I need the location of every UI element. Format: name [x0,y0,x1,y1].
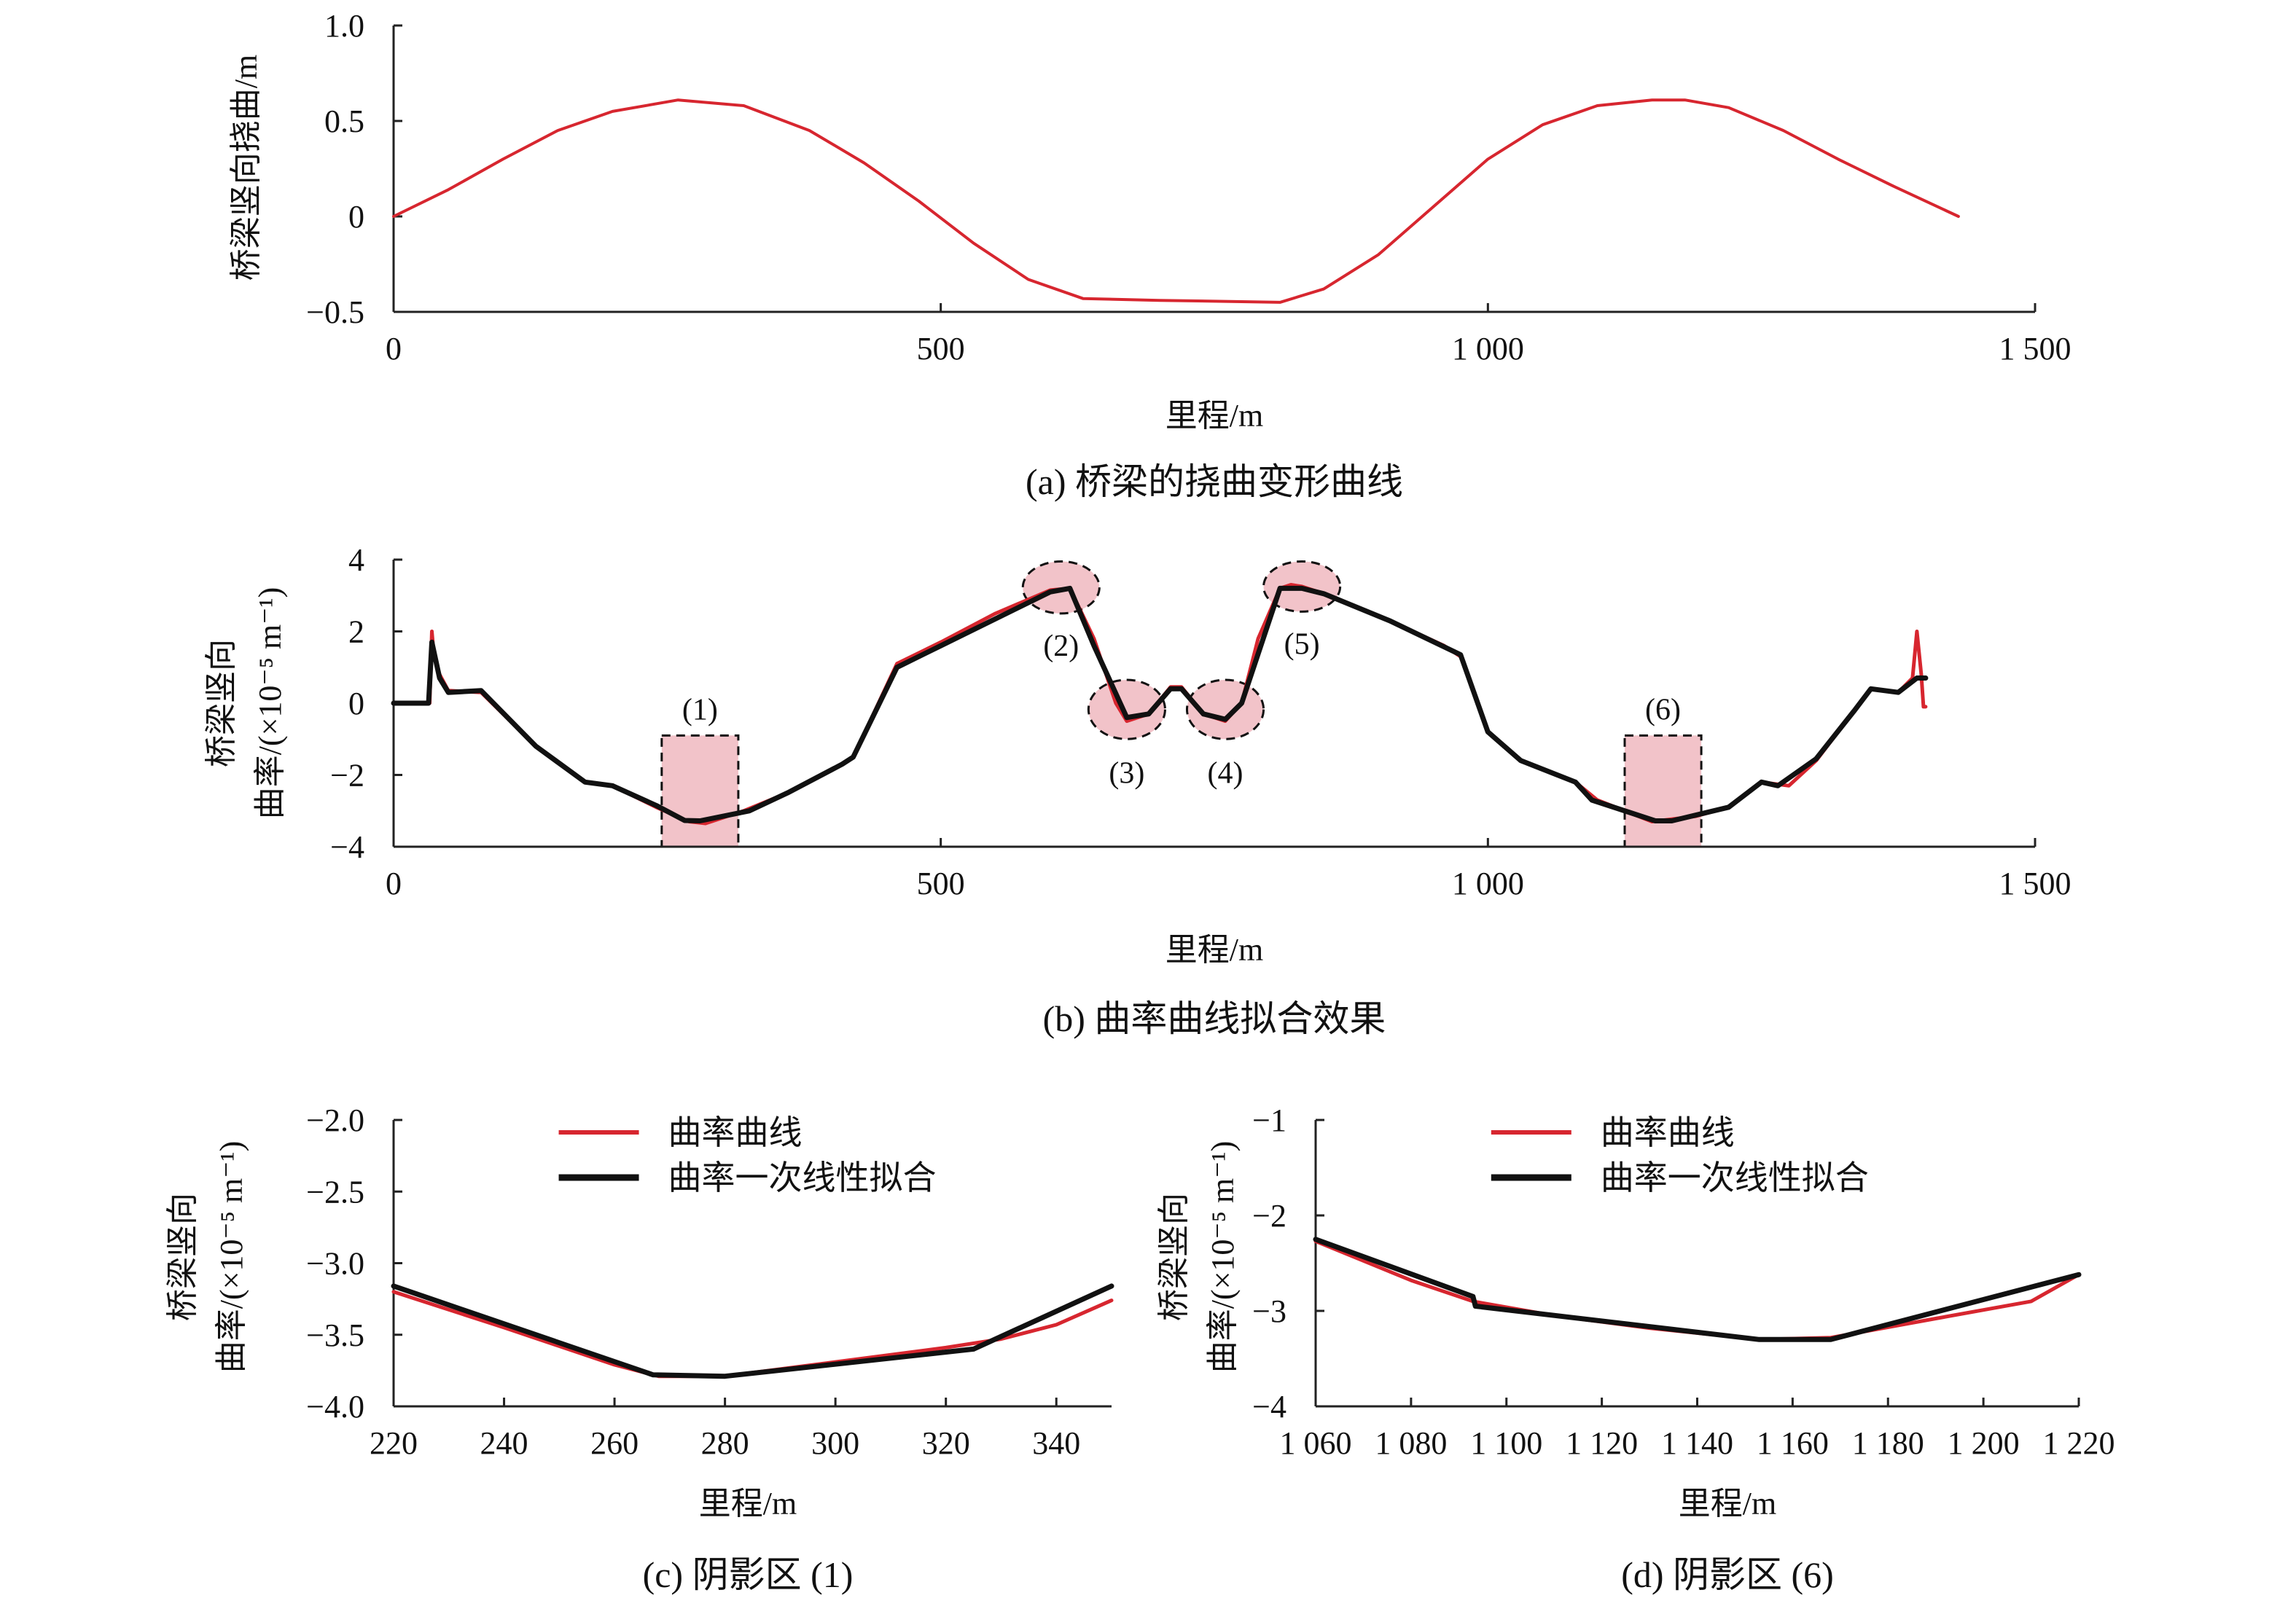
panel-c-caption: (c) 阴影区 (1) [643,1554,854,1595]
legend-label-2: 曲率一次线性拟合 [1601,1159,1869,1196]
y-tick-label: −3 [1252,1293,1286,1329]
panel-b-curvature-fit: (1) (2) (3) (4) (5) (6) 0 500 1 000 1 500 4 2 0 −2 −4 [330,542,2071,901]
x-tick-label: 340 [1032,1425,1080,1461]
x-tick-label: 1 140 [1661,1425,1733,1461]
panel-d-ylabel-line2: 曲率/(×10⁻⁵ m⁻¹) [1205,1141,1241,1374]
panel-d-zoom-region-6: 1 060 1 080 1 100 1 120 1 140 1 160 1 180 1 200… [1252,1102,2115,1461]
region-label: (5) [1284,627,1320,661]
x-tick-label: 1 200 [1948,1425,2020,1461]
y-tick-label: −2 [1252,1198,1286,1234]
x-tick-label: 320 [922,1425,970,1461]
legend-label-1: 曲率曲线 [1601,1114,1735,1151]
region-ellipse-3 [1087,678,1166,740]
region-rect-6 [1623,734,1703,848]
y-tick-label: 1.0 [324,8,364,44]
x-tick-label: 1 060 [1280,1425,1352,1461]
x-tick-label: 1 500 [1999,331,2072,367]
x-tick-label: 500 [917,331,965,367]
y-tick-label: −0.5 [306,294,364,330]
panel-b-ylabel-line2: 曲率/(×10⁻⁵ m⁻¹) [252,587,288,820]
region-rect-1 [660,734,740,848]
y-tick-label: −2.0 [306,1102,364,1138]
panel-a-ylabel: 桥梁竖向挠曲/m [228,55,264,281]
panel-c-zoom-region-1: 220 240 260 280 300 320 340 −2.0 −2.5 −3.0 −3.5 −4.… [306,1102,1114,1461]
panel-b-ylabel-line1: 桥梁竖向 [203,639,239,767]
x-tick-label: 0 [386,331,402,367]
panel-c-ylabel-line1: 桥梁竖向 [165,1193,200,1321]
y-tick-label: −3.5 [306,1317,364,1353]
x-tick-label: 300 [811,1425,859,1461]
panel-c-xlabel: 里程/m [699,1486,797,1521]
panel-a-deflection-curve: 0 500 1 000 1 500 1.0 0.5 0 −0.5 [306,8,2071,367]
series-line-linear-fit [391,1283,1114,1379]
x-tick-label: 220 [370,1425,418,1461]
x-tick-label: 280 [701,1425,749,1461]
series-line-linear-fit [391,585,1929,823]
y-tick-label: −4.0 [306,1389,364,1425]
region-label: (3) [1109,756,1144,790]
y-tick-label: −2 [330,758,364,794]
x-tick-label: 500 [917,866,965,901]
x-tick-label: 1 120 [1566,1425,1638,1461]
panel-d-caption: (d) 阴影区 (6) [1621,1554,1834,1595]
panel-d-xlabel: 里程/m [1679,1486,1776,1521]
series-line-curvature [392,98,1960,304]
panel-a-caption: (a) 桥梁的挠曲变形曲线 [1026,461,1403,502]
legend-label-2: 曲率一次线性拟合 [668,1159,937,1196]
x-tick-label: 1 160 [1757,1425,1829,1461]
x-tick-label: 1 180 [1852,1425,1924,1461]
x-tick-label: 1 500 [1999,866,2072,901]
series-line-curvature [1313,1239,2081,1341]
x-tick-label: 1 080 [1375,1425,1447,1461]
panel-c-ylabel-line2: 曲率/(×10⁻⁵ m⁻¹) [214,1141,249,1374]
x-tick-label: 240 [480,1425,528,1461]
x-tick-label: 1 220 [2043,1425,2115,1461]
region-label: (2) [1043,630,1079,663]
x-tick-label: 1 100 [1470,1425,1542,1461]
region-label: (4) [1208,756,1243,790]
x-tick-label: 1 000 [1452,331,1524,367]
y-tick-label: 0 [348,686,364,721]
y-tick-label: −4 [330,829,364,865]
panel-b-xlabel: 里程/m [1165,932,1263,968]
y-tick-label: 0 [348,199,364,235]
panel-a-xlabel: 里程/m [1165,398,1263,434]
x-tick-label: 260 [590,1425,639,1461]
region-label: (1) [682,693,718,726]
y-tick-label: −3.0 [306,1246,364,1282]
series-line-linear-fit [1313,1237,2082,1342]
legend-label-1: 曲率曲线 [668,1114,803,1151]
region-label: (6) [1645,693,1681,726]
y-tick-label: −1 [1252,1102,1286,1138]
y-tick-label: 0.5 [324,103,364,139]
y-tick-label: −4 [1252,1389,1286,1425]
x-tick-label: 1 000 [1452,866,1524,901]
y-tick-label: 4 [348,542,364,578]
y-tick-label: −2.5 [306,1174,364,1210]
y-tick-label: 2 [348,614,364,650]
panel-b-caption: (b) 曲率曲线拟合效果 [1043,998,1386,1039]
x-tick-label: 0 [386,866,402,901]
panel-d-ylabel-line1: 桥梁竖向 [1156,1193,1192,1321]
